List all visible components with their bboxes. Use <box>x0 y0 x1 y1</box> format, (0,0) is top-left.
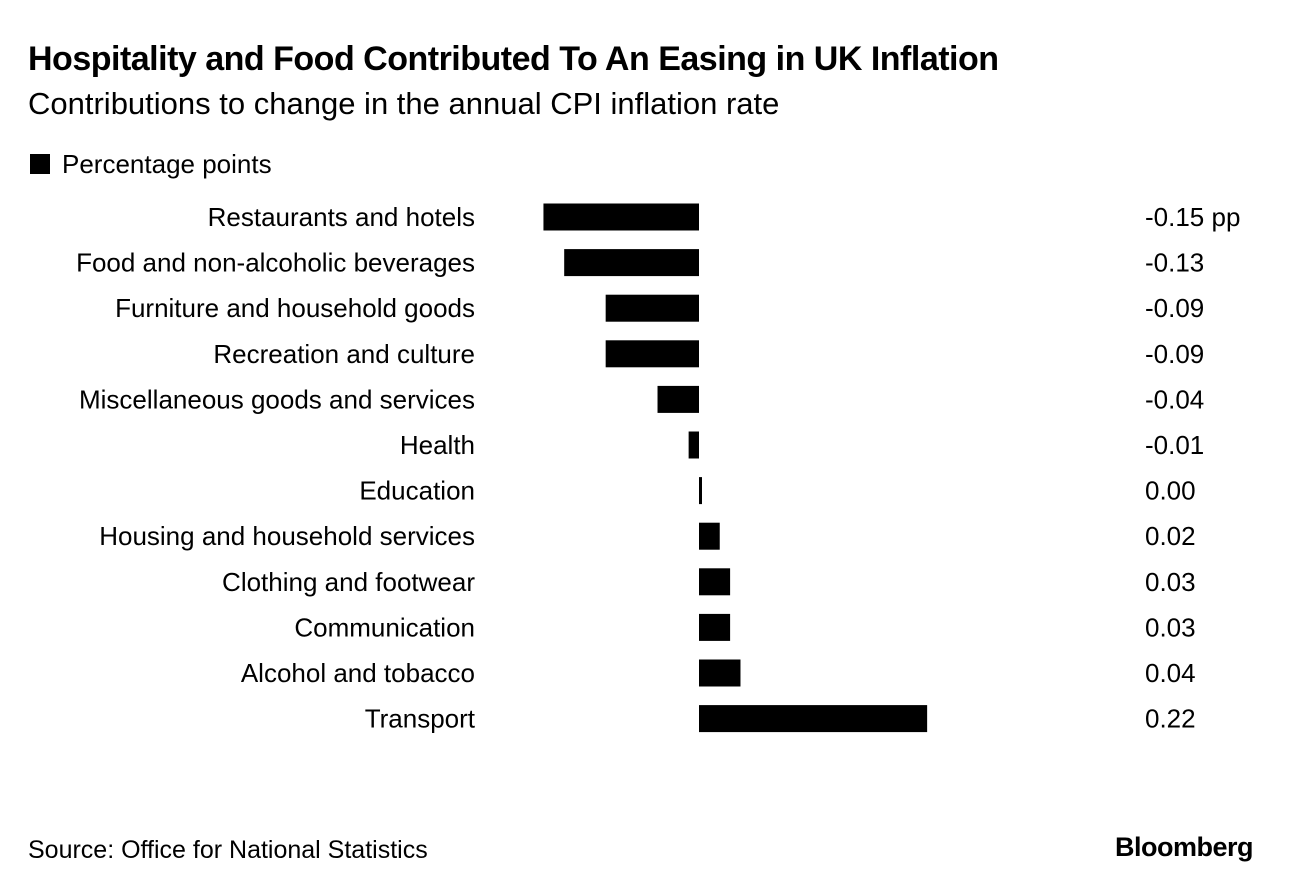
bar <box>699 659 741 687</box>
bar <box>657 385 699 413</box>
value-label: 0.22 <box>1145 704 1196 734</box>
value-label: -0.15 pp <box>1145 202 1240 232</box>
category-label: Communication <box>294 612 475 642</box>
chart-title: Hospitality and Food Contributed To An E… <box>28 40 999 78</box>
category-label: Food and non-alcoholic beverages <box>76 248 475 278</box>
source-note: Source: Office for National Statistics <box>28 836 428 864</box>
value-label: 0.03 <box>1145 612 1196 642</box>
category-label: Education <box>359 476 475 506</box>
category-label: Restaurants and hotels <box>208 202 475 232</box>
bar <box>699 477 702 505</box>
value-label: -0.09 <box>1145 339 1204 369</box>
bar <box>605 294 699 322</box>
value-label: -0.01 <box>1145 430 1204 460</box>
category-label: Health <box>400 430 475 460</box>
category-label: Transport <box>365 704 476 734</box>
bar <box>605 340 699 368</box>
bar <box>699 522 720 550</box>
legend: Percentage points <box>30 148 272 180</box>
value-label: -0.09 <box>1145 293 1204 323</box>
bar <box>699 613 731 641</box>
bar <box>699 705 928 733</box>
bloomberg-logo: Bloomberg <box>1114 832 1254 862</box>
value-label: 0.03 <box>1145 567 1196 597</box>
value-label: 0.04 <box>1145 658 1196 688</box>
chart-subtitle: Contributions to change in the annual CP… <box>28 86 780 121</box>
category-label: Housing and household services <box>99 521 475 551</box>
legend-label: Percentage points <box>62 148 272 179</box>
bar <box>699 568 731 596</box>
category-label: Furniture and household goods <box>115 293 475 323</box>
category-label: Recreation and culture <box>213 339 475 369</box>
value-label: 0.02 <box>1145 521 1196 551</box>
category-label: Miscellaneous goods and services <box>79 384 475 414</box>
category-label: Clothing and footwear <box>222 567 475 597</box>
value-label: 0.00 <box>1145 476 1196 506</box>
legend-swatch <box>30 154 50 174</box>
bar <box>543 203 699 231</box>
value-label: -0.04 <box>1145 384 1204 414</box>
bar <box>564 249 699 277</box>
value-label: -0.13 <box>1145 248 1204 278</box>
bar <box>688 431 699 459</box>
category-label: Alcohol and tobacco <box>241 658 475 688</box>
